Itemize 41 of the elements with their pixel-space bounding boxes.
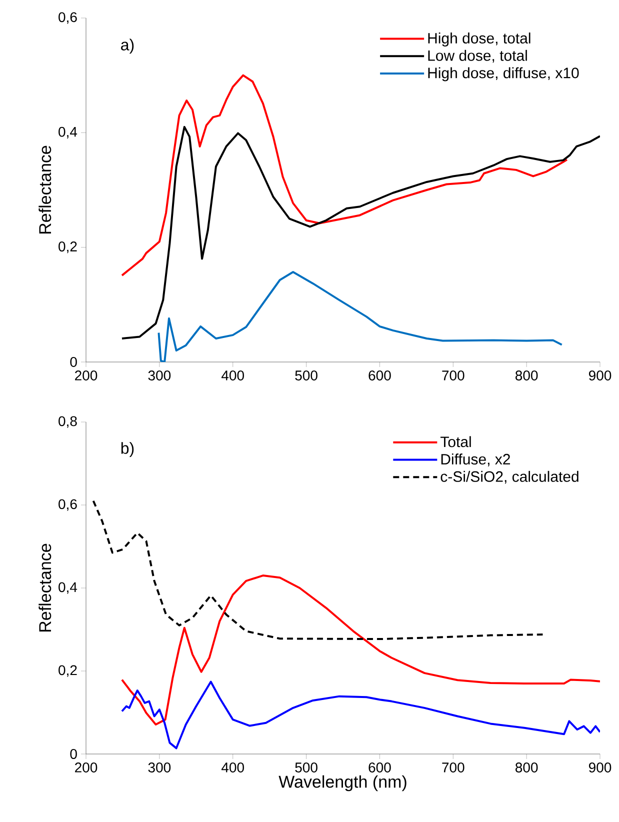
y-tick-label: 0 [70, 749, 77, 759]
y-tick-label: 0,8 [58, 416, 77, 428]
x-tick-label: 700 [442, 762, 464, 772]
legend-label: Diffuse, x2 [441, 454, 510, 466]
x-tick-label: 600 [368, 370, 391, 380]
y-tick-label: 0,4 [58, 582, 78, 594]
line-series [120, 126, 600, 340]
x-tick-label: 800 [516, 762, 538, 772]
y-tick-label: 0,2 [58, 242, 77, 254]
line-series [120, 574, 600, 726]
y-axis-title: Reflectance [38, 544, 52, 632]
legend-label: High dose, diffuse, x10 [428, 67, 579, 82]
x-axis-title: Wavelength (nm) [278, 775, 406, 792]
y-tick-label: 0,2 [58, 665, 77, 677]
x-tick-label: 600 [368, 762, 391, 772]
x-tick-label: 200 [75, 762, 98, 772]
line-series [158, 270, 563, 362]
legend-label: c-Si/SiO2, calculated [440, 470, 578, 484]
y-tick-label: 0,6 [58, 12, 77, 24]
x-tick-label: 400 [221, 370, 244, 380]
line-series [120, 680, 600, 750]
y-tick-label: 0 [70, 357, 77, 367]
x-tick-label: 900 [588, 762, 612, 772]
x-tick-label: 300 [148, 370, 171, 380]
legend-label: High dose, total [428, 32, 530, 46]
y-tick-label: 0,4 [58, 126, 78, 138]
x-tick-label: 700 [442, 370, 464, 380]
x-tick-label: 300 [148, 762, 171, 772]
legend-label: Low dose, total [428, 50, 527, 63]
annotation: b) [121, 442, 134, 458]
annotation: a) [121, 38, 134, 54]
x-tick-label: 800 [516, 370, 538, 380]
y-tick-label: 0,6 [58, 499, 77, 511]
y-axis-title: Reflectance [38, 146, 52, 234]
legend-label: Total [440, 436, 471, 448]
line-series [92, 500, 544, 640]
x-tick-label: 500 [295, 762, 318, 772]
x-tick-label: 900 [588, 370, 612, 380]
x-tick-label: 500 [295, 370, 318, 380]
x-tick-label: 400 [221, 762, 244, 772]
x-tick-label: 200 [75, 370, 98, 380]
